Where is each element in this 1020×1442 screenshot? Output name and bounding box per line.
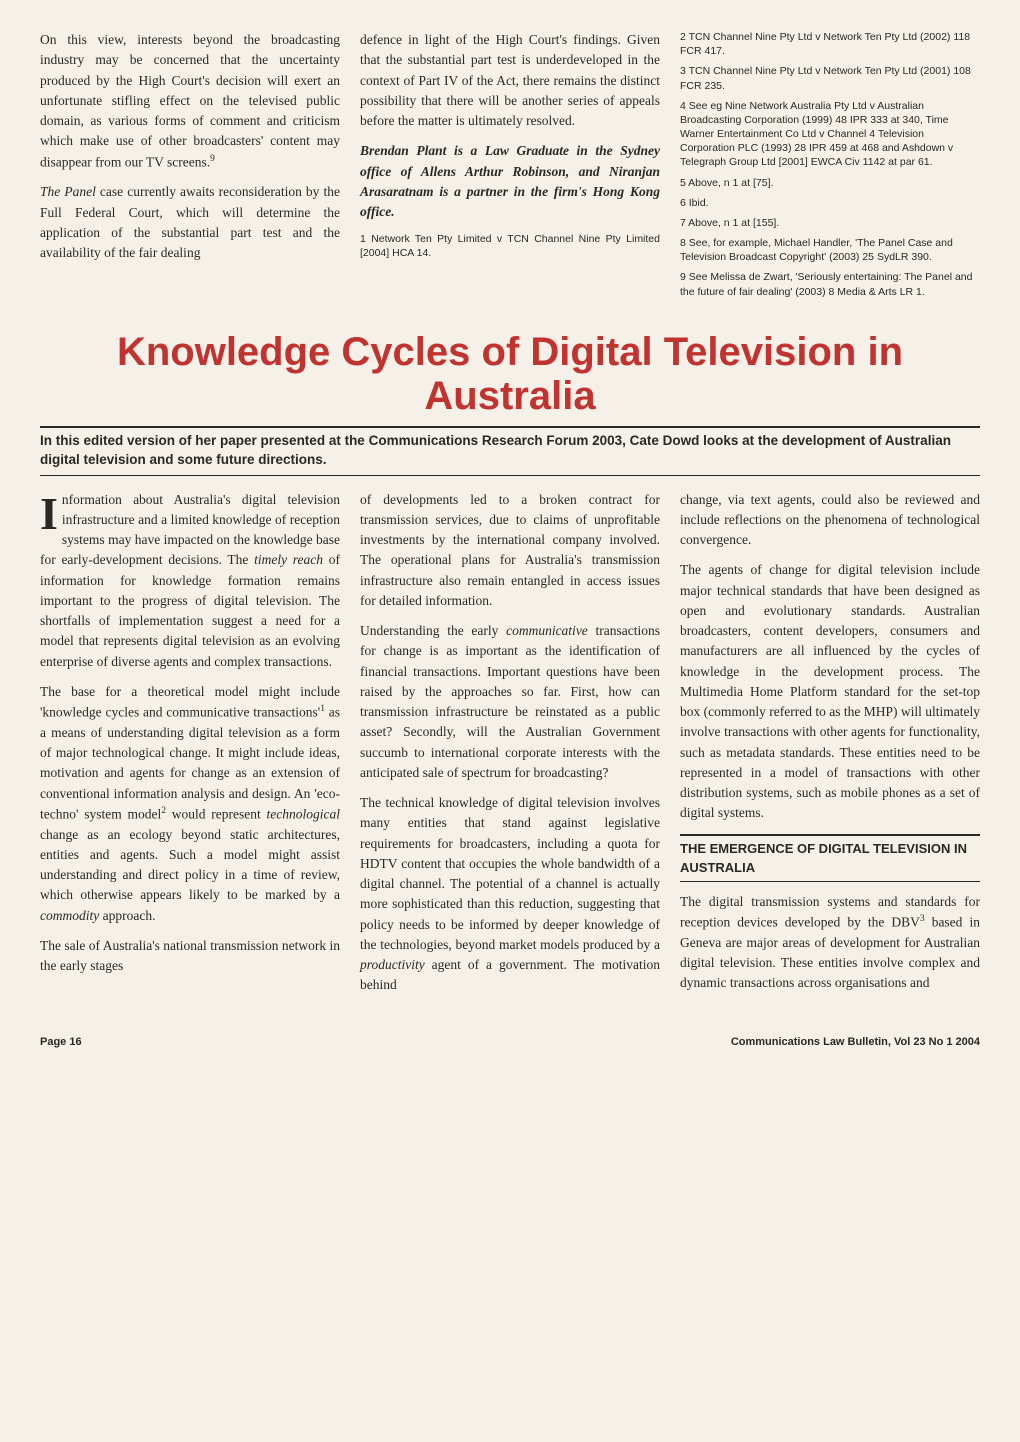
author-bio: Brendan Plant is a Law Graduate in the S… (360, 141, 660, 222)
dropcap: I (40, 490, 62, 533)
paragraph: On this view, interests beyond the broad… (40, 30, 340, 172)
body-text: The base for a theoretical model might i… (40, 684, 340, 720)
article-deck: In this edited version of her paper pres… (40, 428, 980, 475)
footnote: 1 Network Ten Pty Limited v TCN Channel … (360, 232, 660, 260)
body-text: change as an ecology beyond static archi… (40, 827, 340, 903)
paragraph: The base for a theoretical model might i… (40, 682, 340, 926)
footnote-ref: 9 (210, 154, 215, 164)
page-footer: Page 16 Communications Law Bulletin, Vol… (40, 1036, 980, 1048)
emphasis: timely reach (254, 552, 323, 567)
emphasis: technological (267, 806, 340, 821)
body-text: as a means of understanding digital tele… (40, 705, 340, 822)
footnote: 3 TCN Channel Nine Pty Ltd v Network Ten… (680, 64, 980, 92)
footnote: 2 TCN Channel Nine Pty Ltd v Network Ten… (680, 30, 980, 58)
paragraph: The Panel case currently awaits reconsid… (40, 182, 340, 263)
case-name: The Panel (40, 184, 96, 199)
footnote: 9 See Melissa de Zwart, 'Seriously enter… (680, 270, 980, 298)
main-col-3: change, via text agents, could also be r… (680, 490, 980, 1006)
rule (40, 475, 980, 476)
emphasis: communicative (506, 623, 588, 638)
top-col-1: On this view, interests beyond the broad… (40, 30, 340, 305)
section-heading: THE EMERGENCE OF DIGITAL TELEVISION IN A… (680, 834, 980, 882)
paragraph: The technical knowledge of digital telev… (360, 793, 660, 996)
body-text: On this view, interests beyond the broad… (40, 32, 340, 169)
paragraph: defence in light of the High Court's fin… (360, 30, 660, 131)
paragraph: The agents of change for digital televis… (680, 560, 980, 823)
body-text: transactions for change is as important … (360, 623, 660, 780)
footnote: 7 Above, n 1 at [155]. (680, 216, 980, 230)
publication-info: Communications Law Bulletin, Vol 23 No 1… (731, 1036, 980, 1048)
footnote: 6 Ibid. (680, 196, 980, 210)
article-headline: Knowledge Cycles of Digital Television i… (40, 330, 980, 418)
paragraph: The sale of Australia's national transmi… (40, 936, 340, 977)
paragraph: change, via text agents, could also be r… (680, 490, 980, 551)
body-text: would represent (166, 806, 267, 821)
top-col-3-footnotes: 2 TCN Channel Nine Pty Ltd v Network Ten… (680, 30, 980, 305)
body-text: of information for knowledge formation r… (40, 552, 340, 668)
main-col-1: Information about Australia's digital te… (40, 490, 340, 1006)
page-number: Page 16 (40, 1036, 82, 1048)
footnote: 8 See, for example, Michael Handler, 'Th… (680, 236, 980, 264)
main-section: Information about Australia's digital te… (40, 490, 980, 1006)
footnote: 4 See eg Nine Network Australia Pty Ltd … (680, 99, 980, 170)
body-text: approach. (99, 908, 155, 923)
paragraph: Information about Australia's digital te… (40, 490, 340, 672)
paragraph: Understanding the early communicative tr… (360, 621, 660, 783)
body-text: Understanding the early (360, 623, 506, 638)
emphasis: productivity (360, 957, 425, 972)
paragraph: of developments led to a broken contract… (360, 490, 660, 612)
body-text: The technical knowledge of digital telev… (360, 795, 660, 952)
paragraph: The digital transmission systems and sta… (680, 892, 980, 994)
emphasis: commodity (40, 908, 99, 923)
top-col-2: defence in light of the High Court's fin… (360, 30, 660, 305)
main-col-2: of developments led to a broken contract… (360, 490, 660, 1006)
footnote: 5 Above, n 1 at [75]. (680, 176, 980, 190)
top-section: On this view, interests beyond the broad… (40, 30, 980, 305)
